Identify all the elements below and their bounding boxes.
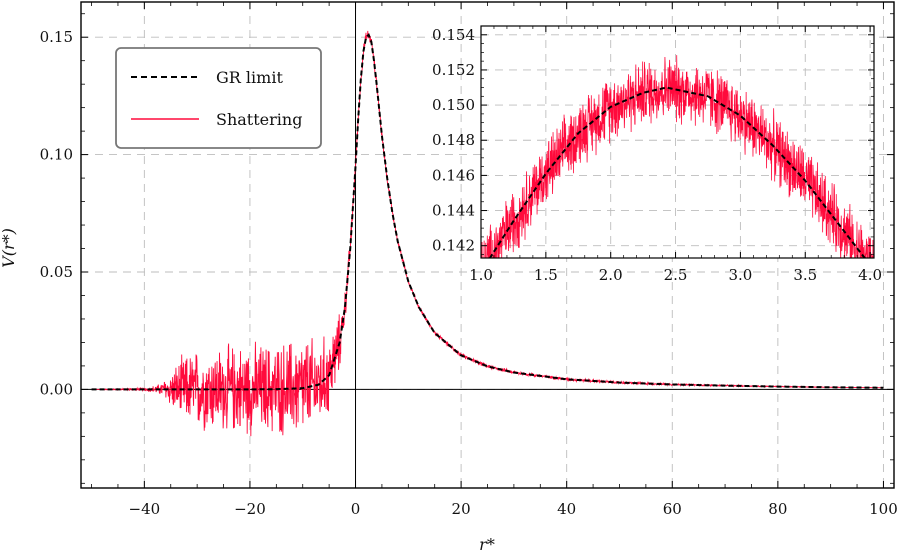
x-axis-label: r* — [479, 535, 495, 554]
series-shattering-line — [91, 30, 884, 437]
legend: GR limit Shattering — [115, 47, 322, 149]
inset-x-tick-label: 2.0 — [599, 266, 623, 284]
y-tick-label: 0.00 — [40, 380, 73, 398]
x-tick-label: 80 — [768, 500, 787, 518]
inset-plot-frame — [480, 25, 875, 259]
inset-series-group — [481, 55, 874, 258]
series-gr-limit-line — [91, 33, 884, 391]
inset-y-tick-label: 0.146 — [432, 166, 475, 184]
legend-box — [115, 47, 322, 149]
main-series-group — [91, 30, 884, 437]
inset-y-tick-label: 0.154 — [432, 26, 475, 44]
legend-shattering-label: Shattering — [216, 110, 302, 129]
y-tick-label: 0.10 — [40, 146, 73, 164]
x-tick-label: 20 — [452, 500, 471, 518]
inset-x-tick-label: 2.5 — [664, 266, 688, 284]
inset-y-tick-label: 0.148 — [432, 131, 475, 149]
y-axis-label: V(r*) — [0, 228, 18, 268]
inset-series-shattering-line — [481, 55, 874, 258]
inset-series-gr-limit-line — [488, 86, 866, 258]
inset-x-tick-label: 3.0 — [728, 266, 752, 284]
x-tick-label: 100 — [869, 500, 897, 518]
inset-x-tick-label: 1.0 — [469, 266, 493, 284]
inset-y-tick-label: 0.142 — [432, 237, 475, 255]
inset-y-tick-label: 0.152 — [432, 61, 475, 79]
inset-ticks: 1.0 1.5 2.0 2.5 3.0 3.5 4.0 0.142 0.144 0.146 0.14… — [432, 26, 882, 284]
inset-background — [481, 26, 874, 258]
x-tick-label: 0 — [351, 500, 361, 518]
y-tick-label: 0.15 — [40, 28, 73, 46]
x-tick-label: 60 — [663, 500, 682, 518]
inset-y-tick-label: 0.144 — [432, 202, 475, 220]
inset-x-tick-label: 3.5 — [793, 266, 817, 284]
legend-gr-limit-label: GR limit — [216, 68, 283, 87]
y-tick-label: 0.05 — [40, 263, 73, 281]
inset-x-tick-label: 4.0 — [858, 266, 882, 284]
inset-y-tick-label: 0.150 — [432, 96, 475, 114]
x-tick-label: −40 — [129, 500, 161, 518]
inset-x-tick-label: 1.5 — [534, 266, 558, 284]
x-tick-label: −20 — [234, 500, 266, 518]
inset-panel: 1.0 1.5 2.0 2.5 3.0 3.5 4.0 0.142 0.144 0.146 0.14… — [432, 25, 882, 284]
x-axis-label-main: r* — [479, 535, 495, 554]
main-ticks: −40 −20 0 20 40 60 80 100 0.00 0.05 0.10 0.15 — [40, 2, 897, 518]
x-tick-label: 40 — [557, 500, 576, 518]
